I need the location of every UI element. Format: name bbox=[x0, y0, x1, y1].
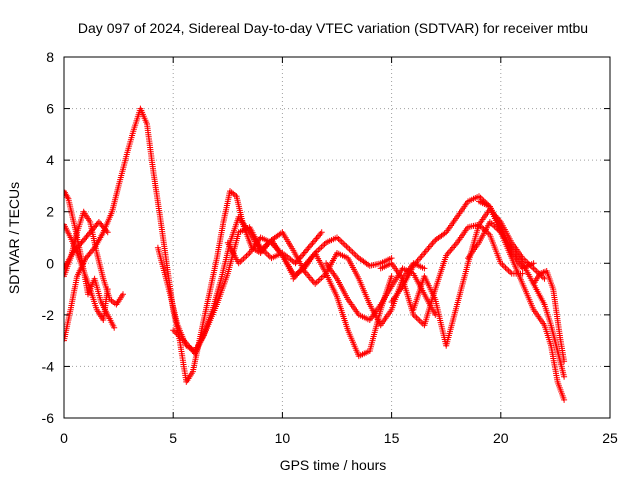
data-point bbox=[104, 229, 111, 236]
data-point bbox=[388, 255, 395, 262]
data-point bbox=[530, 260, 537, 267]
data-point bbox=[421, 265, 428, 272]
x-tick-labels: 0 5 10 15 20 25 bbox=[60, 430, 618, 446]
x-tick-label: 15 bbox=[384, 430, 400, 446]
data-point bbox=[541, 275, 548, 282]
y-tick-labels: 8 6 4 2 0 -2 -4 -6 bbox=[42, 49, 55, 426]
data-point bbox=[561, 396, 568, 403]
y-tick-label: 0 bbox=[46, 255, 54, 271]
data-point bbox=[561, 358, 568, 365]
data-point bbox=[120, 291, 126, 298]
x-tick-label: 0 bbox=[60, 430, 68, 446]
y-axis-label: SDTVAR / TECUs bbox=[6, 182, 22, 294]
y-tick-label: -6 bbox=[42, 410, 55, 426]
series-satellite-track-e bbox=[64, 219, 111, 272]
series-satellite-track-i bbox=[290, 250, 395, 360]
x-tick-label: 25 bbox=[602, 430, 618, 446]
y-tick-label: 8 bbox=[46, 49, 54, 65]
grid-lines bbox=[64, 57, 610, 418]
plot-border bbox=[63, 56, 611, 419]
data-point bbox=[64, 221, 67, 228]
y-tick-label: -4 bbox=[42, 358, 55, 374]
data-point bbox=[111, 324, 118, 331]
data-point bbox=[64, 188, 67, 195]
x-axis-label: GPS time / hours bbox=[280, 457, 387, 473]
series-satellite-track-d bbox=[64, 208, 126, 308]
data-point bbox=[318, 229, 325, 236]
data-point bbox=[64, 273, 67, 280]
data-point bbox=[64, 337, 67, 344]
y-tick-label: 4 bbox=[46, 152, 54, 168]
data-point bbox=[64, 265, 67, 272]
series-satellite-track-h bbox=[224, 234, 395, 280]
data-point bbox=[561, 373, 568, 380]
y-tick-label: 6 bbox=[46, 101, 54, 117]
y-tick-label: 2 bbox=[46, 204, 54, 220]
series-satellite-track-q bbox=[530, 268, 568, 365]
data-point bbox=[432, 311, 439, 318]
x-tick-label: 10 bbox=[275, 430, 291, 446]
series-satellite-track-c bbox=[64, 221, 111, 323]
series-satellite-track-g bbox=[170, 224, 325, 357]
data-point bbox=[388, 273, 395, 280]
data-points bbox=[64, 105, 568, 403]
series-satellite-track-p bbox=[476, 198, 568, 403]
x-tick-label: 20 bbox=[493, 430, 509, 446]
data-point bbox=[103, 227, 110, 234]
x-tick-label: 5 bbox=[169, 430, 177, 446]
y-tick-label: -2 bbox=[42, 307, 55, 323]
chart-title: Day 097 of 2024, Sidereal Day-to-day VTE… bbox=[78, 20, 588, 36]
